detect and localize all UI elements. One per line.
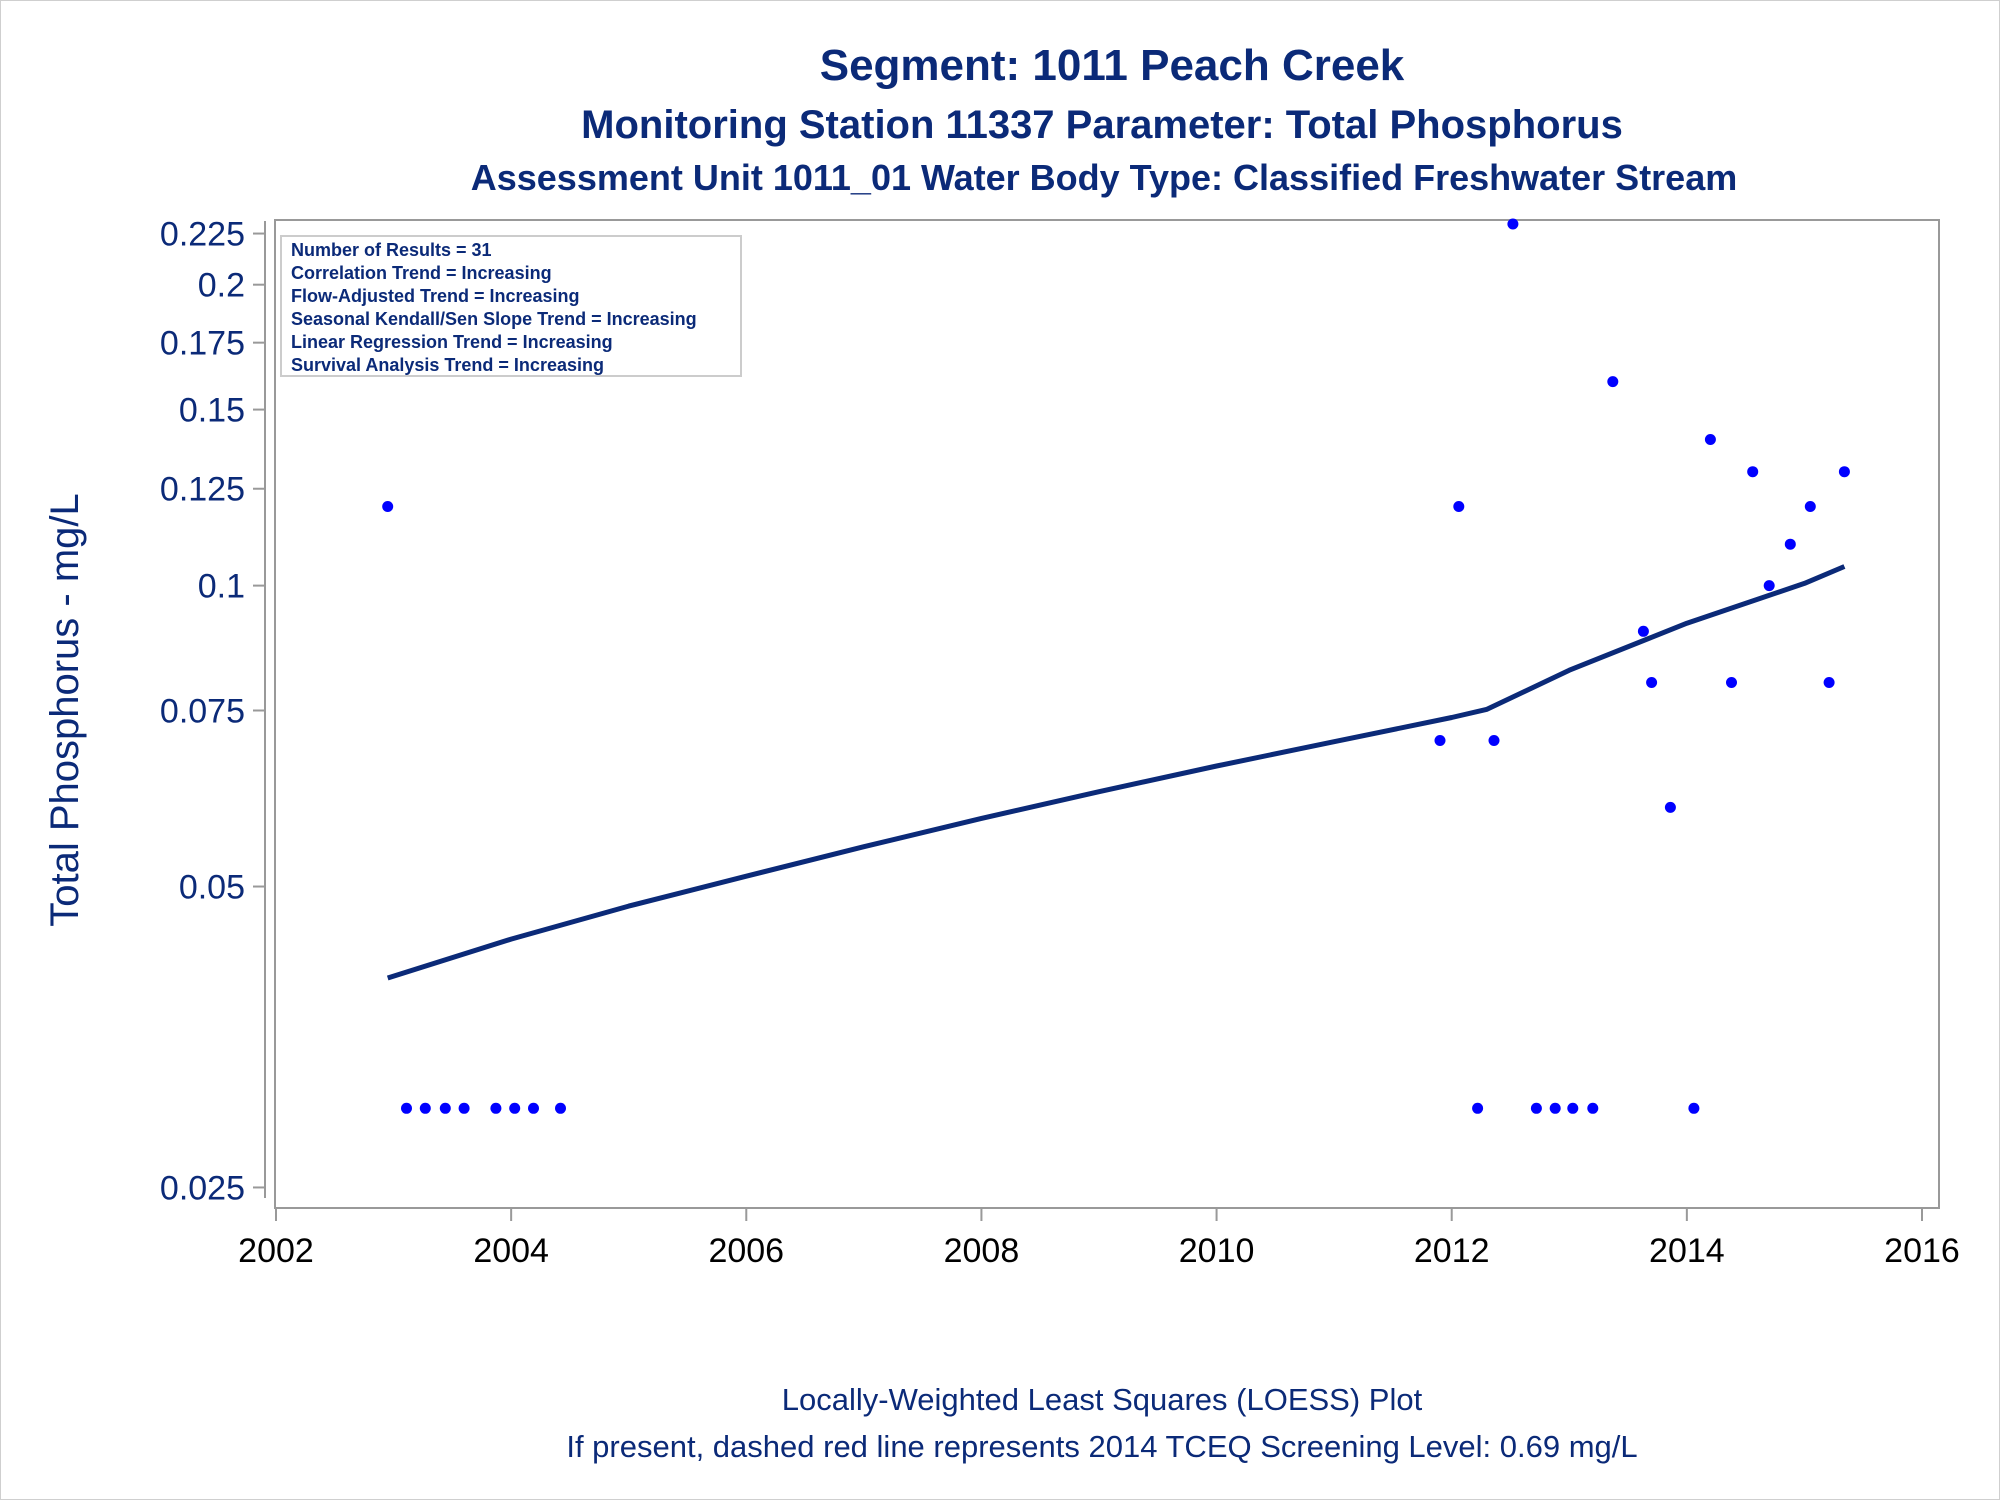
- data-point: [1688, 1102, 1700, 1114]
- y-tick-label: 0.15: [179, 392, 245, 430]
- loess-trend-line: [386, 564, 1846, 981]
- x-tick-label: 2004: [473, 1232, 549, 1270]
- y-tick-label: 0.125: [160, 471, 245, 509]
- y-tick-label: 0.175: [160, 325, 245, 363]
- y-tick-label: 0.2: [198, 267, 245, 305]
- y-axis-label: Total Phosphorus - mg/L: [43, 493, 87, 927]
- data-point: [509, 1102, 521, 1114]
- x-tick-label: 2008: [944, 1232, 1020, 1270]
- legend-line-seasonal-kendall: Seasonal Kendall/Sen Slope Trend = Incre…: [291, 309, 697, 329]
- footnote-screening-level: If present, dashed red line represents 2…: [566, 1429, 1637, 1464]
- data-point: [1637, 625, 1649, 637]
- data-point: [1453, 501, 1465, 512]
- legend-line-results: Number of Results = 31: [291, 240, 492, 260]
- x-tick-label: 2006: [708, 1232, 784, 1270]
- y-axis: 0.025 0.05 0.075 0.1 0.125 0.15 0.175 0.2 0.225: [160, 216, 266, 1207]
- chart-title: Segment: 1011 Peach Creek: [820, 41, 1405, 90]
- y-tick-label: 0.225: [160, 216, 245, 254]
- data-point: [490, 1102, 502, 1114]
- data-point: [1726, 677, 1737, 688]
- legend-box-border: [280, 235, 742, 377]
- x-tick-label: 2010: [1179, 1232, 1255, 1270]
- data-point: [1838, 466, 1850, 478]
- data-point: [1434, 735, 1446, 746]
- y-tick-label: 0.075: [160, 693, 245, 731]
- data-point: [1472, 1102, 1484, 1114]
- y-tick-label: 0.025: [160, 1169, 245, 1207]
- x-tick-label: 2002: [238, 1232, 314, 1270]
- data-point: [1587, 1102, 1599, 1114]
- data-point: [1646, 677, 1658, 688]
- data-point: [1488, 735, 1500, 746]
- legend-line-linear-regression: Linear Regression Trend = Increasing: [291, 332, 613, 352]
- footnote-loess: Locally-Weighted Least Squares (LOESS) P…: [782, 1382, 1423, 1417]
- data-point: [1507, 218, 1519, 230]
- data-point: [1530, 1102, 1542, 1114]
- data-point: [1747, 466, 1759, 478]
- data-point: [1607, 376, 1619, 388]
- x-axis: 2002 2004 2006 2008 2010 2012 2014 2016: [238, 1207, 1960, 1270]
- chart-subtitle: Monitoring Station 11337 Parameter: Tota…: [581, 103, 1623, 147]
- data-point: [1549, 1102, 1561, 1114]
- data-point: [1823, 677, 1835, 688]
- data-point: [419, 1102, 431, 1114]
- legend-line-correlation: Correlation Trend = Increasing: [291, 263, 552, 283]
- data-point: [528, 1102, 539, 1114]
- data-point: [1704, 434, 1716, 445]
- x-tick-label: 2016: [1884, 1232, 1960, 1270]
- legend-box: Number of Results = 31 Correlation Trend…: [280, 235, 742, 377]
- x-tick-label: 2014: [1649, 1232, 1725, 1270]
- legend-line-survival: Survival Analysis Trend = Increasing: [291, 355, 604, 375]
- data-point: [1567, 1102, 1579, 1114]
- data-point: [1664, 801, 1676, 813]
- trend-line-path: [386, 564, 1846, 981]
- legend-line-flow-adjusted: Flow-Adjusted Trend = Increasing: [291, 286, 580, 306]
- y-tick-label: 0.05: [179, 869, 245, 907]
- data-point: [1784, 538, 1796, 550]
- data-point: [401, 1102, 412, 1114]
- y-tick-label: 0.1: [198, 568, 245, 606]
- data-points: [382, 218, 1850, 1114]
- x-tick-label: 2012: [1414, 1232, 1490, 1270]
- data-point: [382, 501, 394, 512]
- chart-subtitle-2: Assessment Unit 1011_01 Water Body Type:…: [471, 157, 1738, 198]
- data-point: [1804, 501, 1816, 512]
- data-point: [458, 1102, 470, 1114]
- data-point: [439, 1102, 451, 1114]
- data-point: [1763, 580, 1775, 592]
- data-point: [555, 1102, 566, 1114]
